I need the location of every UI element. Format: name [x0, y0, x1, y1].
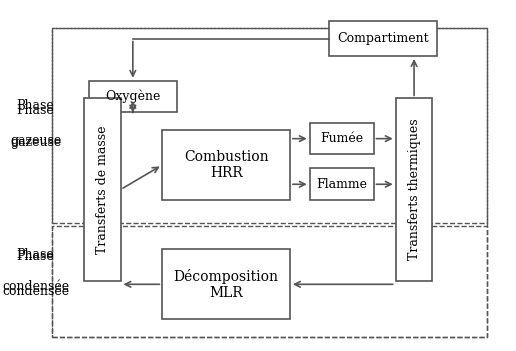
Text: condensée: condensée [2, 285, 69, 298]
Text: Phase: Phase [17, 248, 55, 261]
Text: Combustion
HRR: Combustion HRR [184, 150, 268, 180]
Text: Fumée: Fumée [320, 132, 363, 145]
Text: Transferts de masse: Transferts de masse [95, 125, 109, 254]
FancyBboxPatch shape [89, 81, 177, 112]
FancyBboxPatch shape [84, 98, 121, 281]
Text: gazeuse: gazeuse [10, 135, 61, 149]
Text: Phase: Phase [17, 250, 55, 263]
FancyBboxPatch shape [329, 21, 438, 56]
Text: gazeuse: gazeuse [10, 134, 61, 147]
FancyBboxPatch shape [163, 249, 290, 319]
Text: Phase: Phase [17, 99, 55, 112]
Text: Compartiment: Compartiment [337, 32, 429, 45]
Text: Décomposition
MLR: Décomposition MLR [174, 269, 279, 300]
Text: condensée: condensée [2, 279, 69, 293]
FancyBboxPatch shape [310, 123, 374, 154]
FancyBboxPatch shape [163, 130, 290, 200]
Text: Oxygène: Oxygène [105, 90, 160, 103]
Text: Transferts thermiques: Transferts thermiques [408, 119, 421, 260]
FancyBboxPatch shape [396, 98, 432, 281]
Text: Flamme: Flamme [316, 178, 367, 191]
Text: Phase: Phase [17, 104, 55, 117]
FancyBboxPatch shape [310, 168, 374, 200]
